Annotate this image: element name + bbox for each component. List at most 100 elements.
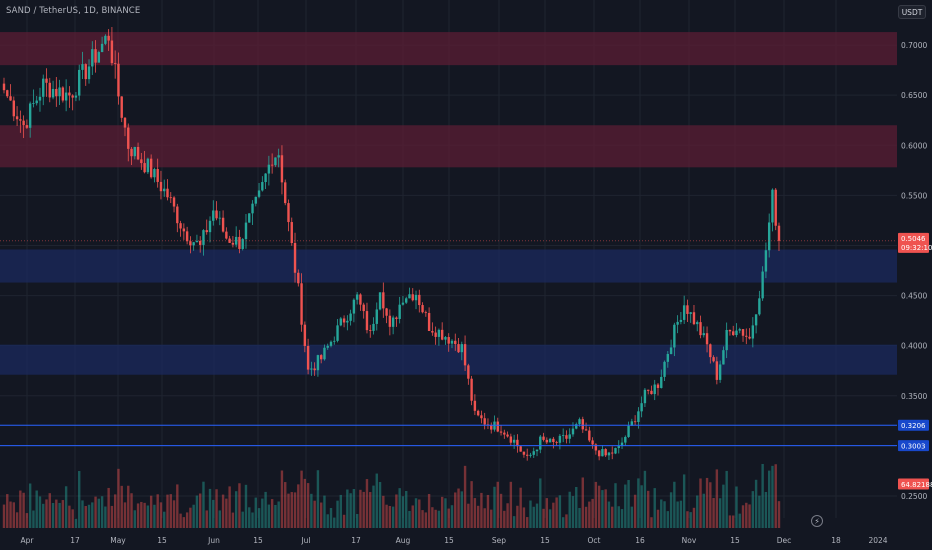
price-tick-label: 0.5500 <box>901 191 927 200</box>
candle-body <box>104 35 107 44</box>
candle-body <box>483 418 486 425</box>
volume-bar <box>745 502 748 528</box>
volume-bar <box>673 481 676 528</box>
candle-body <box>584 429 588 431</box>
volume-bar <box>113 494 117 528</box>
volume-bar <box>728 515 732 528</box>
candle-body <box>290 222 293 244</box>
candle-body <box>748 336 751 339</box>
time-axis[interactable]: Apr 17 May 15 Jun 15 Jul 17 Aug 15 Sep 15 Oct 16 Nov 15… <box>21 536 888 545</box>
candle-body <box>516 439 519 447</box>
volume-bar <box>300 470 303 528</box>
volume-bar <box>578 508 581 528</box>
last-price-tag-bg <box>898 232 929 253</box>
candle-body <box>751 325 755 339</box>
candle-body <box>303 324 307 346</box>
candle-body <box>444 337 447 340</box>
volume-bar <box>607 501 611 528</box>
candle-body <box>6 90 9 97</box>
volume-bar <box>231 512 235 528</box>
currency-button[interactable]: USDT <box>898 5 926 19</box>
volume-bar <box>336 500 339 528</box>
volume-bar <box>378 482 382 528</box>
candle-body <box>156 169 159 182</box>
candle-body <box>682 305 686 320</box>
candle-body <box>169 197 172 199</box>
volume-bar <box>84 505 87 528</box>
volume-bar <box>738 513 741 528</box>
candle-body <box>287 203 290 223</box>
candle-body <box>460 344 463 353</box>
volume-bar <box>146 505 150 528</box>
horizontal-lines <box>0 240 897 447</box>
volume-bar <box>369 492 372 528</box>
volume-bar <box>496 481 499 528</box>
volume-bar <box>127 485 130 528</box>
candle-body <box>149 158 153 178</box>
volume-bar <box>156 494 159 528</box>
price-zones <box>0 32 897 375</box>
candle-body <box>427 313 431 331</box>
candle-body <box>604 449 607 456</box>
time-tick-label: 18 <box>831 536 841 545</box>
volume-bar <box>682 474 686 528</box>
price-axis[interactable]: 0.7000 0.6500 0.6000 0.5500 0.4500 0.4000 0.35… <box>901 41 927 501</box>
time-tick-label: Dec <box>777 536 792 545</box>
candle-body <box>440 329 444 340</box>
candle-body <box>78 69 81 96</box>
candle-body <box>323 347 326 360</box>
volume-bar <box>483 508 486 528</box>
candle-body <box>581 419 584 430</box>
candle-body <box>369 330 372 331</box>
volume-bar <box>421 510 424 528</box>
candle-body <box>607 452 611 456</box>
candle-body <box>349 313 352 321</box>
candle-body <box>202 230 205 245</box>
volume-bar <box>339 494 343 528</box>
volume-bar <box>709 482 712 528</box>
candle-body <box>738 329 741 331</box>
volume-bar <box>199 493 202 528</box>
candle-body <box>506 434 509 437</box>
volume-bar <box>535 503 539 528</box>
volume-bar <box>163 511 166 528</box>
volume-bar <box>454 492 457 528</box>
volume-bar <box>208 488 212 528</box>
volume-bar <box>656 509 660 528</box>
candle-body <box>270 164 274 166</box>
volume-bar <box>741 505 745 528</box>
candle-body <box>336 325 339 341</box>
candle-body <box>15 116 19 120</box>
volume-bar <box>561 517 565 528</box>
candle-body <box>591 440 594 445</box>
candle-body <box>212 210 215 221</box>
volume-bar <box>225 498 228 528</box>
candle-body <box>359 294 362 305</box>
candle-body <box>614 448 617 454</box>
candle-body <box>313 368 316 371</box>
candle-body <box>542 436 545 440</box>
volume-bar <box>646 490 650 528</box>
candle-body <box>434 332 437 337</box>
candle-body <box>378 292 382 310</box>
volume-bar <box>264 491 267 528</box>
lightning-icon[interactable]: ⚡ <box>811 515 823 527</box>
volume-bar <box>143 502 146 528</box>
volume-bar <box>395 494 398 528</box>
volume-bar <box>552 502 555 528</box>
volume-bar <box>310 493 313 528</box>
candle-body <box>365 311 369 331</box>
candle-body <box>447 337 450 344</box>
candle-body <box>578 419 581 425</box>
volume-bar <box>9 501 12 528</box>
volume-bar <box>149 495 153 528</box>
candle-body <box>51 88 55 98</box>
candle-body <box>774 189 777 226</box>
candle-body <box>601 449 604 457</box>
volume-bar <box>382 495 385 528</box>
volume-bar <box>486 494 490 528</box>
time-tick-label: Oct <box>588 536 601 545</box>
volume-bar <box>712 498 715 528</box>
volume-bar <box>666 511 670 528</box>
